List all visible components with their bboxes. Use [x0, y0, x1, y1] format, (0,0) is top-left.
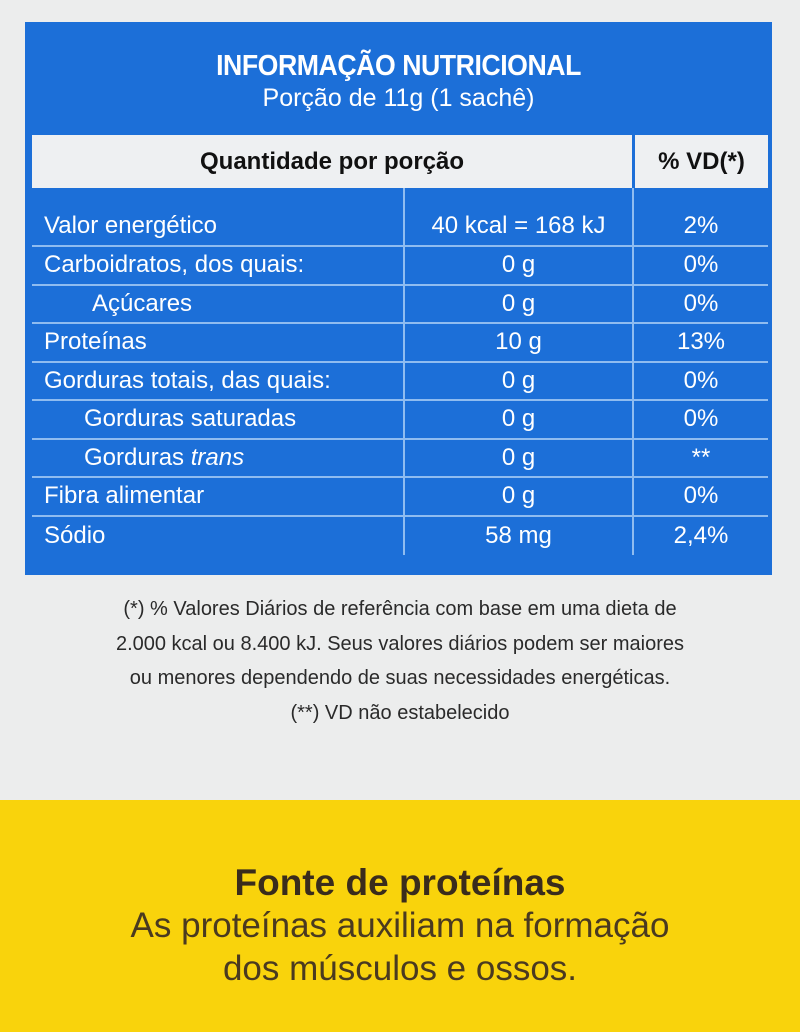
nutrient-vd: **	[632, 439, 768, 476]
nutrient-amount: 40 kcal = 168 kJ	[403, 207, 632, 245]
nutrient-vd: 0%	[632, 478, 768, 515]
table-header: Quantidade por porção % VD(*)	[32, 135, 768, 188]
claim-title: Fonte de proteínas	[234, 862, 566, 903]
footnotes: (*) % Valores Diários de referência com …	[0, 592, 800, 730]
table-row: Valor energético 40 kcal = 168 kJ 2%	[32, 207, 768, 247]
nutrient-vd: 0%	[632, 362, 768, 399]
nutrient-name: Carboidratos, dos quais:	[44, 251, 305, 279]
table-row: Proteínas 10 g 13%	[32, 324, 768, 363]
nutrient-name: Valor energético	[44, 212, 217, 239]
nutrient-amount: 0 g	[403, 439, 632, 476]
footnote: (**) VD não estabelecido	[290, 701, 510, 724]
protein-claim-banner: Fonte de proteínas As proteínas auxiliam…	[0, 800, 800, 1032]
nutrient-amount: 0 g	[403, 362, 632, 399]
nutrient-amount: 0 g	[403, 401, 632, 438]
nutrient-amount: 0 g	[403, 478, 632, 515]
table-row: Gorduras totais, das quais: 0 g 0%	[32, 362, 768, 401]
label-title: INFORMAÇÃO NUTRICIONAL	[216, 50, 581, 82]
header-vd: % VD(*)	[635, 135, 768, 188]
nutrient-vd: 2,4%	[632, 516, 768, 555]
table-row: Fibra alimentar 0 g 0%	[32, 478, 768, 517]
nutrient-vd: 0%	[632, 401, 768, 438]
nutrient-name: Proteínas	[44, 328, 147, 356]
nutrition-table: Valor energético 40 kcal = 168 kJ 2% Carbo…	[32, 207, 768, 555]
nutrient-amount: 0 g	[403, 285, 632, 322]
table-row: Açúcares 0 g 0%	[32, 285, 768, 324]
nutrient-vd: 2%	[632, 207, 768, 245]
nutrient-amount: 10 g	[403, 324, 632, 361]
claim-text: As proteínas auxiliam na formação dos mú…	[130, 906, 670, 988]
header-quantity: Quantidade por porção	[32, 135, 632, 188]
portion-size: Porção de 11g (1 sachê)	[262, 84, 535, 112]
nutrient-name: Gorduras trans	[84, 443, 245, 471]
footnote: ou menores dependendo de suas necessidad…	[129, 667, 671, 689]
nutrient-name: Gorduras saturadas	[84, 405, 297, 433]
table-row: Sódio 58 mg 2,4%	[32, 516, 768, 555]
nutrient-vd: 0%	[632, 285, 768, 322]
table-row: Gorduras trans 0 g **	[32, 439, 768, 478]
nutrient-amount: 58 mg	[403, 516, 632, 555]
footnote: 2.000 kcal ou 8.400 kJ. Seus valores diá…	[115, 632, 685, 655]
nutrient-vd: 13%	[632, 324, 768, 361]
nutrition-facts-panel: INFORMAÇÃO NUTRICIONAL Porção de 11g (1 …	[25, 22, 772, 575]
table-row: Gorduras saturadas 0 g 0%	[32, 401, 768, 440]
nutrient-name: Açúcares	[92, 289, 193, 317]
nutrient-name: Sódio	[44, 521, 106, 549]
nutrient-name: Gorduras totais, das quais:	[44, 366, 331, 394]
table-row: Carboidratos, dos quais: 0 g 0%	[32, 247, 768, 286]
nutrient-vd: 0%	[632, 247, 768, 284]
footnote: (*) % Valores Diários de referência com …	[123, 598, 677, 620]
nutrient-name: Fibra alimentar	[44, 482, 205, 510]
nutrient-amount: 0 g	[403, 247, 632, 284]
